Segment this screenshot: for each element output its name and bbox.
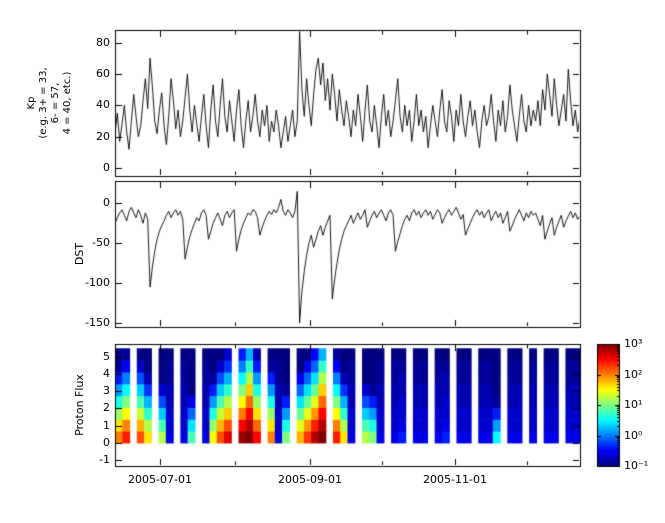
colorbar-tick-label: 10⁰: [624, 429, 643, 442]
dst-axis-label: DST: [73, 242, 86, 266]
kp-ytick-label: 60: [96, 67, 110, 80]
flux-ytick-label: 4: [103, 367, 110, 380]
colorbar-tick-label: 10²: [624, 368, 643, 381]
date-tick-label: 2005-11-01: [423, 473, 487, 486]
kp-axis-label-line3: 6- = 57,: [50, 82, 61, 124]
date-tick-label: 2005-07-01: [128, 473, 192, 486]
flux-ytick-label: 5: [103, 350, 110, 363]
kp-ytick-label: 20: [96, 130, 110, 143]
dst-ytick-label: 0: [103, 196, 110, 209]
kp-axis-label-line1: Kp: [26, 96, 37, 110]
flux-ytick-label: 2: [103, 401, 110, 414]
flux-ytick-label: 1: [103, 419, 110, 432]
flux-ytick-label: 0: [103, 436, 110, 449]
kp-axis-label: Kp (e.g. 3+ = 33, 6- = 57, 4 = 40, etc.): [26, 23, 74, 183]
flux-ytick-label: -1: [99, 453, 110, 466]
kp-ytick-label: 40: [96, 98, 110, 111]
dst-ytick-label: -100: [85, 276, 110, 289]
kp-ytick-label: 80: [96, 36, 110, 49]
dst-ytick-label: -150: [85, 316, 110, 329]
flux-ytick-label: 3: [103, 384, 110, 397]
colorbar-tick-label: 10⁻¹: [624, 459, 649, 472]
colorbar-tick-label: 10¹: [624, 398, 643, 411]
date-tick-label: 2005-09-01: [278, 473, 342, 486]
kp-axis-label-line4: 4 = 40, etc.): [62, 71, 73, 135]
colorbar-tick-label: 10³: [624, 337, 643, 350]
kp-ytick-label: 0: [103, 161, 110, 174]
dst-ytick-label: -50: [92, 236, 110, 249]
kp-axis-label-line2: (e.g. 3+ = 33,: [38, 67, 49, 139]
